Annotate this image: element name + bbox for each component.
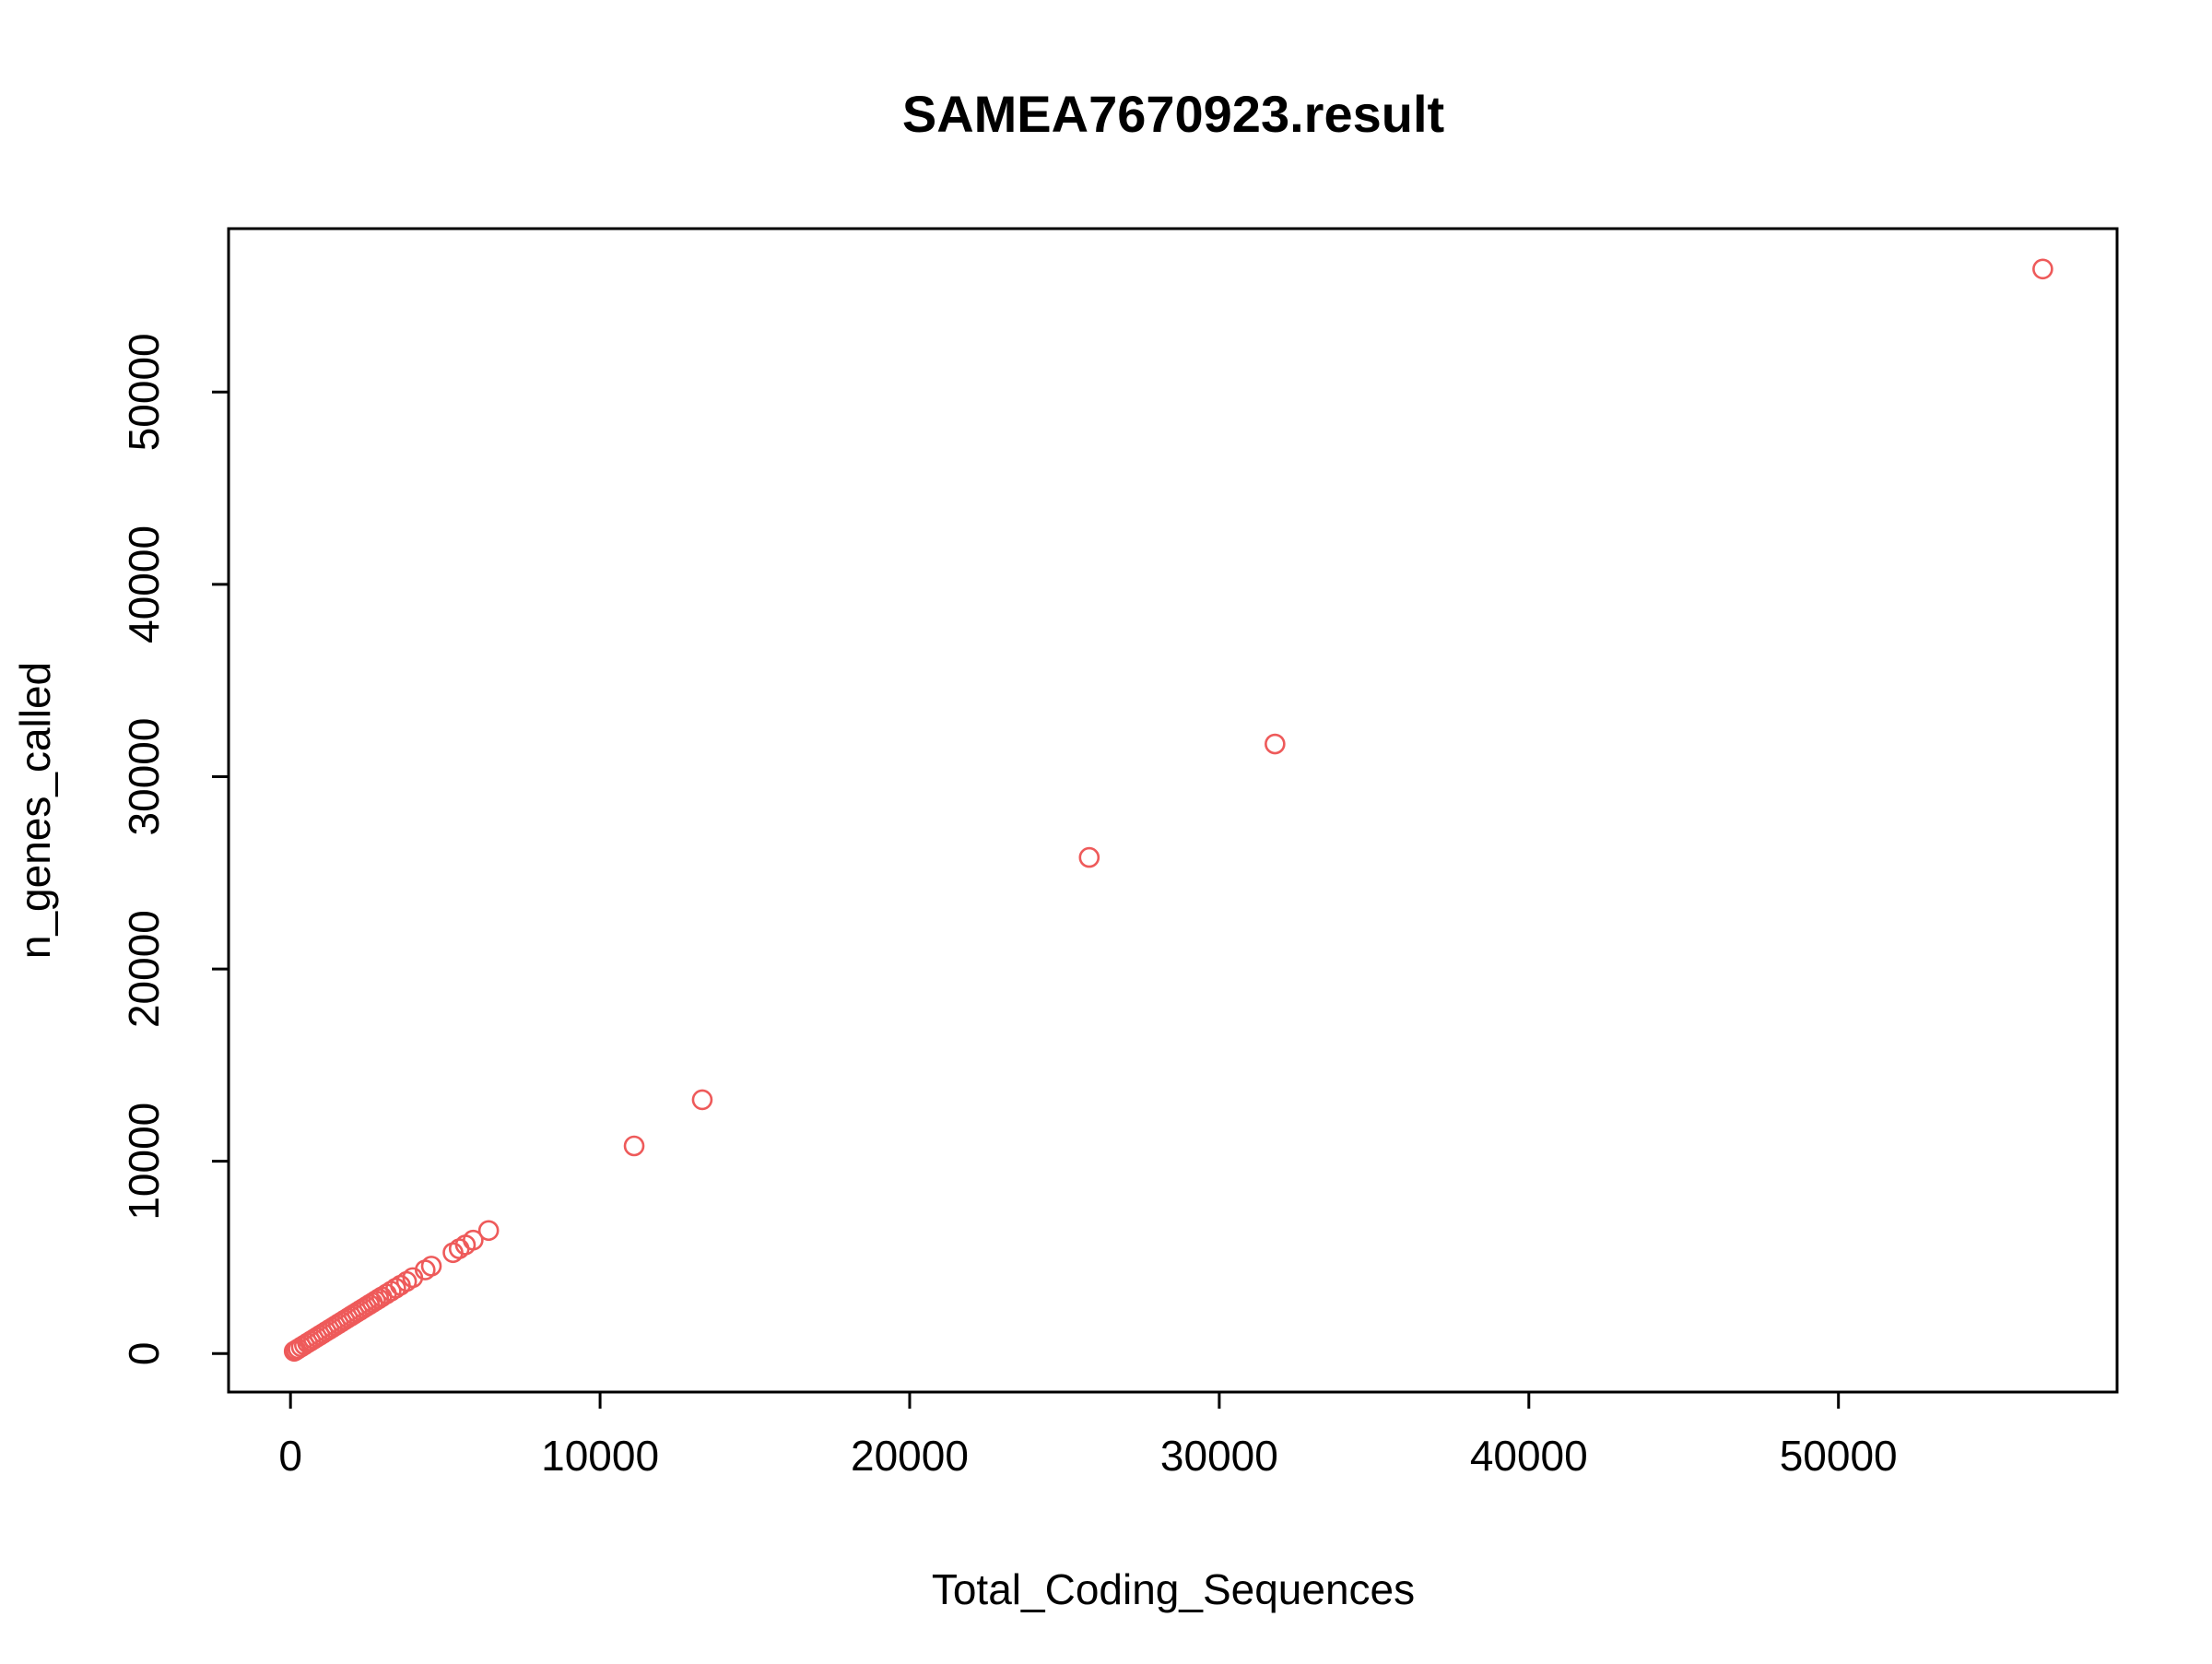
y-tick-label: 40000: [120, 525, 168, 643]
y-tick-label: 0: [120, 1341, 168, 1365]
plot-frame: [227, 227, 2119, 1394]
data-point: [442, 1242, 464, 1264]
y-tick-label: 30000: [120, 718, 168, 836]
data-point: [283, 1340, 305, 1363]
data-point: [691, 1089, 713, 1111]
data-point: [2032, 258, 2053, 280]
data-point: [1078, 846, 1100, 868]
scatter-points: [283, 258, 2053, 1363]
x-axis-label: Total_Coding_Sequences: [932, 1565, 1415, 1613]
data-point: [1265, 733, 1286, 755]
data-point: [623, 1135, 645, 1157]
data-point: [477, 1220, 500, 1242]
x-tick-label: 40000: [1470, 1432, 1588, 1480]
x-tick-label: 20000: [851, 1432, 969, 1480]
chart-title: SAMEA7670923.result: [902, 85, 1444, 143]
y-axis: 0 10000 20000 30000 40000 50000: [120, 333, 230, 1365]
y-axis-label: n_genes_called: [11, 662, 59, 959]
y-tick-label: 50000: [120, 333, 168, 451]
y-tick-label: 10000: [120, 1103, 168, 1221]
x-axis: 0 10000 20000 30000 40000 50000: [278, 1390, 1898, 1480]
x-tick-label: 30000: [1160, 1432, 1278, 1480]
x-tick-label: 0: [278, 1432, 302, 1480]
x-tick-label: 50000: [1780, 1432, 1898, 1480]
y-tick-label: 20000: [120, 910, 168, 1028]
x-tick-label: 10000: [541, 1432, 659, 1480]
